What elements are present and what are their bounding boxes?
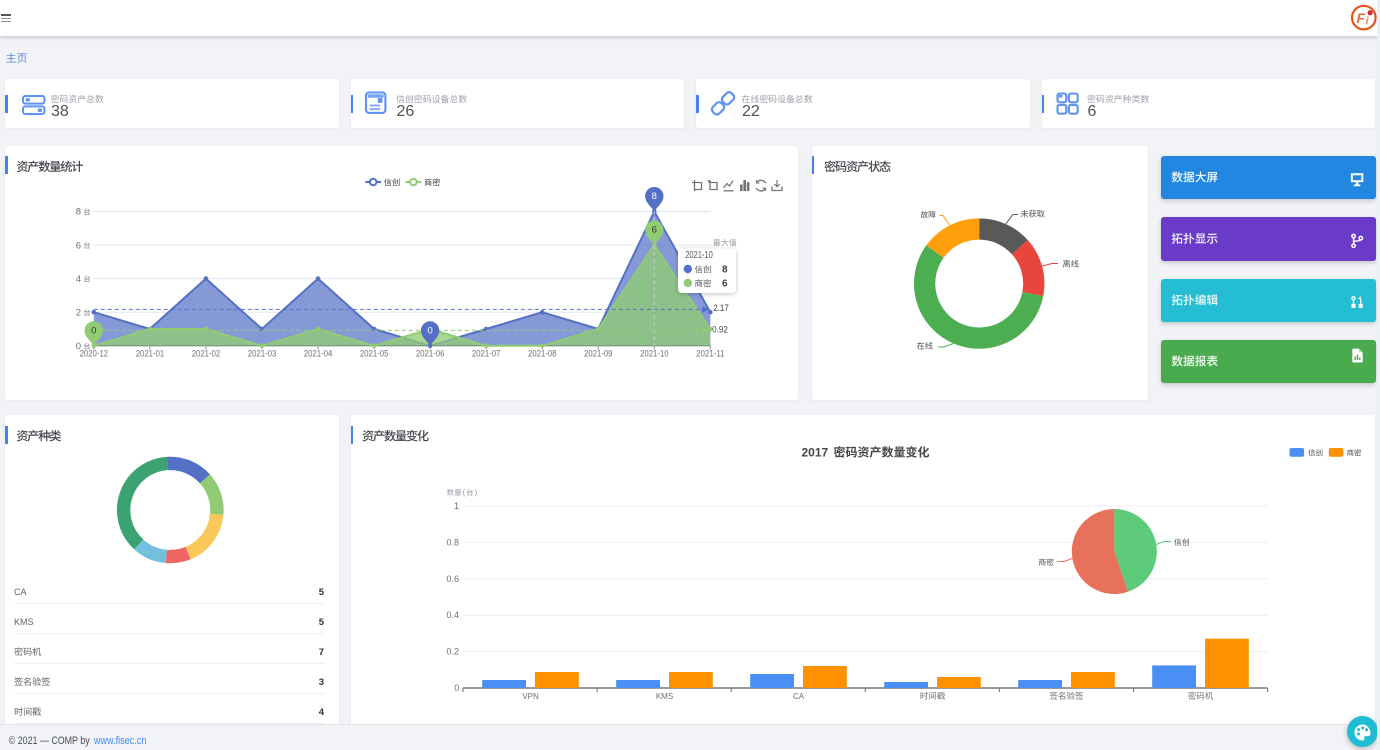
- svg-text:0.2: 0.2: [446, 647, 459, 657]
- svg-text:2021-10: 2021-10: [640, 348, 669, 359]
- svg-text:6: 6: [722, 279, 728, 290]
- svg-text:i: i: [1366, 16, 1370, 28]
- svg-text:22: 22: [742, 103, 760, 120]
- svg-text:2021-01: 2021-01: [136, 348, 165, 359]
- svg-text:2021-09: 2021-09: [584, 348, 613, 359]
- svg-text:8: 8: [76, 207, 81, 218]
- svg-text:KMS: KMS: [14, 617, 34, 627]
- svg-text:KMS: KMS: [656, 692, 673, 701]
- svg-text:2021-02: 2021-02: [192, 348, 221, 359]
- svg-text:4: 4: [319, 707, 325, 718]
- svg-text:2.17: 2.17: [713, 303, 729, 313]
- svg-text:2021-03: 2021-03: [248, 348, 276, 359]
- svg-text:(: (: [463, 487, 466, 497]
- svg-text:2021-04: 2021-04: [304, 348, 333, 359]
- svg-text:0.8: 0.8: [446, 537, 459, 547]
- svg-text:0: 0: [454, 683, 459, 693]
- svg-text:2021-08: 2021-08: [528, 348, 557, 359]
- svg-text:CA: CA: [793, 692, 805, 701]
- svg-text:0: 0: [76, 341, 81, 352]
- svg-text:2020-12: 2020-12: [80, 348, 109, 359]
- svg-text:F: F: [1357, 10, 1366, 26]
- svg-text:38: 38: [51, 103, 69, 120]
- svg-text:4: 4: [76, 274, 81, 285]
- svg-text:0: 0: [427, 326, 432, 337]
- svg-text:© 2021 — COMP by: © 2021 — COMP by: [9, 735, 90, 747]
- svg-text:5: 5: [319, 617, 325, 628]
- svg-text:0.92: 0.92: [712, 324, 728, 334]
- svg-text:2021-06: 2021-06: [416, 348, 445, 359]
- svg-text:VPN: VPN: [522, 692, 539, 701]
- svg-text:2021-07: 2021-07: [472, 348, 501, 359]
- svg-text:0.4: 0.4: [446, 610, 459, 620]
- svg-text:8: 8: [652, 191, 657, 202]
- svg-text:2: 2: [76, 307, 81, 318]
- svg-text:26: 26: [397, 103, 415, 120]
- svg-text:www.fisec.cn: www.fisec.cn: [93, 735, 146, 747]
- svg-text:6: 6: [1088, 103, 1097, 120]
- svg-text:8: 8: [722, 265, 728, 276]
- svg-text:2017: 2017: [802, 446, 829, 460]
- svg-text:6: 6: [652, 224, 657, 235]
- svg-text:CA: CA: [14, 587, 27, 597]
- svg-text:5: 5: [319, 587, 325, 598]
- svg-text:0: 0: [91, 326, 96, 337]
- svg-text:2021-05: 2021-05: [360, 348, 389, 359]
- svg-text:): ): [475, 487, 478, 497]
- svg-text:1: 1: [454, 501, 459, 511]
- svg-text:2021-11: 2021-11: [696, 348, 725, 359]
- svg-text:0.6: 0.6: [446, 574, 459, 584]
- svg-text:7: 7: [319, 647, 324, 658]
- svg-text:6: 6: [76, 240, 81, 251]
- svg-text:2021-10: 2021-10: [685, 250, 713, 261]
- svg-text:3: 3: [319, 677, 324, 688]
